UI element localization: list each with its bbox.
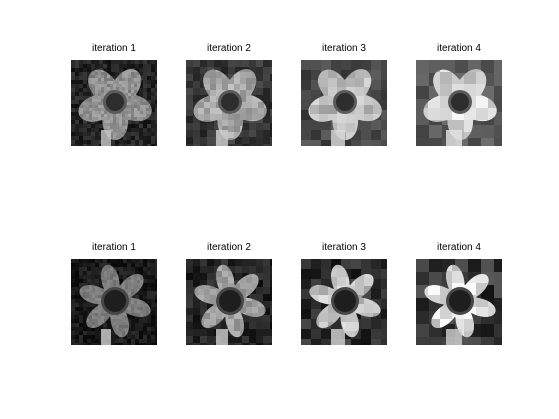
flower-image bbox=[301, 60, 387, 146]
panel-title: iteration 1 bbox=[51, 242, 177, 254]
flower-image bbox=[71, 259, 157, 345]
flower-image bbox=[416, 259, 502, 345]
panel-title: iteration 4 bbox=[396, 242, 522, 254]
flower-image bbox=[186, 259, 272, 345]
panel-title: iteration 1 bbox=[51, 43, 177, 55]
panel-title: iteration 3 bbox=[281, 242, 407, 254]
panel-title: iteration 2 bbox=[166, 242, 292, 254]
panel-title: iteration 4 bbox=[396, 43, 522, 55]
flower-image bbox=[186, 60, 272, 146]
flower-image bbox=[71, 60, 157, 146]
panel-title: iteration 2 bbox=[166, 43, 292, 55]
flower-image bbox=[301, 259, 387, 345]
flower-image bbox=[416, 60, 502, 146]
panel-title: iteration 3 bbox=[281, 43, 407, 55]
